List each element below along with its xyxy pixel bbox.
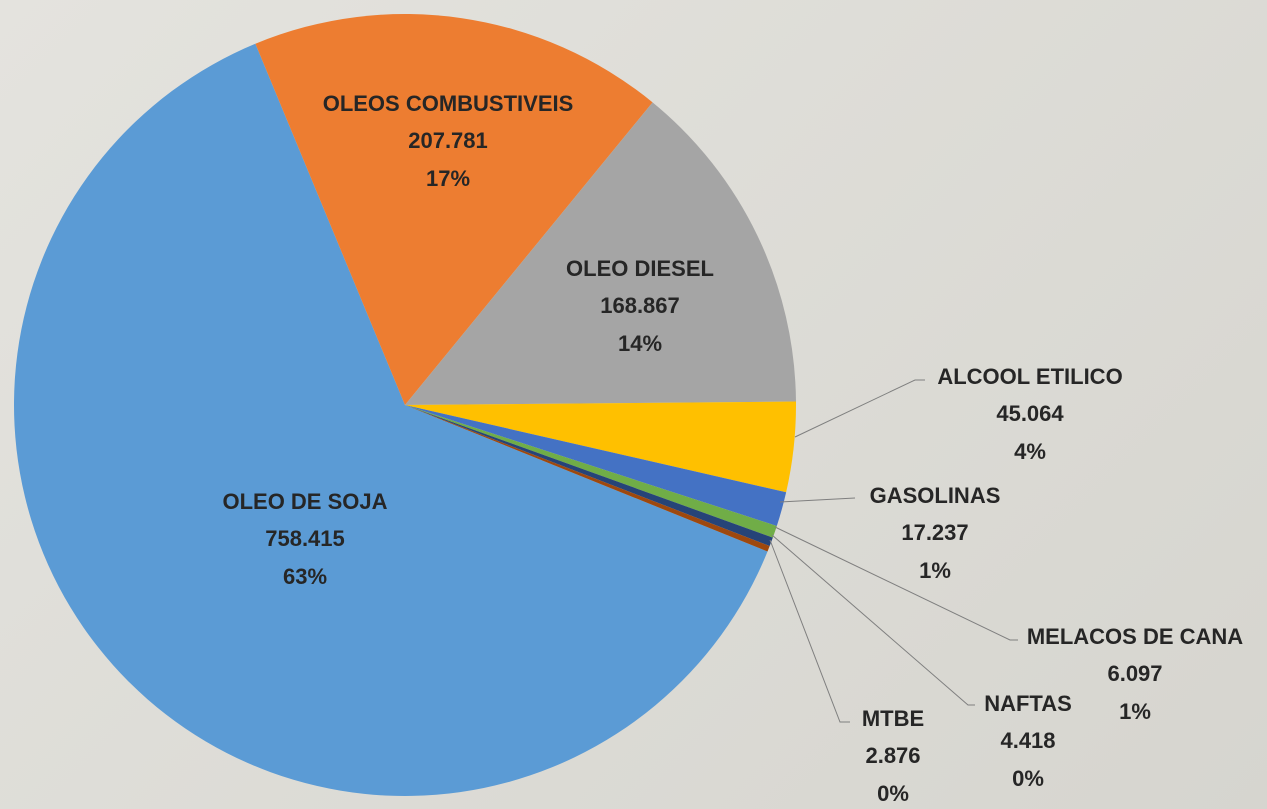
slice-name: NAFTAS [984,691,1072,716]
slice-value: 758.415 [265,526,345,551]
slice-name: OLEO DIESEL [566,256,714,281]
pie-slice [405,405,773,547]
slice-percent: 14% [618,331,662,356]
slice-name: GASOLINAS [870,483,1001,508]
leader-line [779,497,856,503]
slice-name: MELACOS DE CANA [1027,624,1243,649]
pie-slice [405,102,796,405]
leader-line [771,534,975,706]
slice-percent: 0% [1012,766,1044,791]
slice-percent: 1% [1119,699,1151,724]
pie-slice [405,405,777,538]
pie-slice [255,13,653,406]
slice-percent: 0% [877,781,909,806]
slice-percent: 17% [426,166,470,191]
slice-percent: 1% [919,558,951,583]
slice-value: 2.876 [865,743,920,768]
slice-value: 17.237 [901,520,968,545]
slice-value: 207.781 [408,128,488,153]
pie-slice [405,405,787,526]
leader-line [794,379,925,438]
slice-name: OLEOS COMBUSTIVEIS [323,91,574,116]
slice-percent: 4% [1014,439,1046,464]
pie-slice [405,401,796,493]
slice-value: 6.097 [1107,661,1162,686]
slice-name: ALCOOL ETILICO [937,364,1122,389]
pie-slice [405,405,770,552]
slice-name: OLEO DE SOJA [222,489,387,514]
slice-value: 4.418 [1000,728,1055,753]
leader-line [769,539,850,723]
pie-slice [13,43,768,797]
slice-value: 168.867 [600,293,680,318]
slice-percent: 63% [283,564,327,589]
slice-value: 45.064 [996,401,1064,426]
slice-name: MTBE [862,706,924,731]
leader-line [774,526,1018,641]
